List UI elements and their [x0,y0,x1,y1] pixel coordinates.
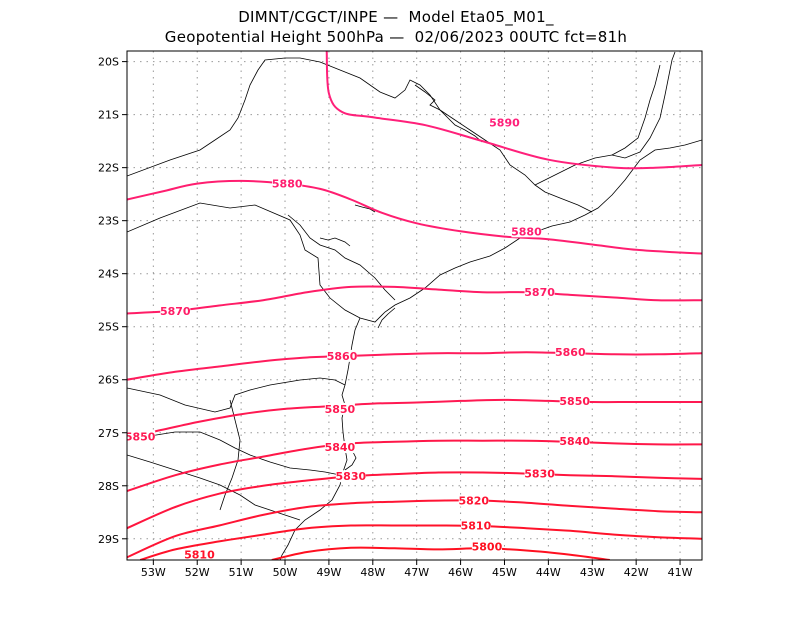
axis-ticks: 53W 52W 51W 50W 49W 48W 47W 46W 45W 44W 43W 42W 41W 2… [98,56,693,579]
plot-frame [126,50,703,561]
y-tick-label: 22S [98,162,119,175]
contour-label-bg [524,467,555,480]
border-rj [534,184,593,213]
x-tick-label: 49W [316,566,341,579]
contour-5860 [127,351,702,381]
contour-label-5850: 5850 [559,395,590,408]
contour-label-5840: 5840 [559,435,590,448]
contour-5800 [271,546,610,560]
lagoon-patos [344,449,357,471]
state-border-pr-sp [287,214,396,301]
state-border-sp-mg [127,51,676,186]
contour-5870 [127,285,702,315]
contour-label-bg [272,177,303,190]
x-tick-label: 43W [580,566,605,579]
contour-5840 [127,439,702,493]
x-tick-label: 46W [448,566,473,579]
y-tick-label: 25S [98,321,119,334]
contour-5820 [127,499,702,559]
contour-label-5850: 5850 [325,403,356,416]
x-tick-label: 53W [141,566,166,579]
contour-label-bg [524,286,555,299]
contour-label-bg [127,430,156,443]
contour-label-5800: 5800 [472,541,503,554]
y-tick-label: 21S [98,109,119,122]
contour-label-5880: 5880 [511,225,542,238]
x-tick-label: 47W [404,566,429,579]
y-tick-label: 27S [98,427,119,440]
y-tick-label: 23S [98,215,119,228]
y-tick-label: 29S [98,533,119,546]
contour-label-5870: 5870 [160,305,191,318]
contour-label-5860: 5860 [555,346,586,359]
x-tick-label: 44W [536,566,561,579]
lat-lon-grid [127,51,702,560]
y-tick-label: 24S [98,268,119,281]
contour-label-5890: 5890 [489,117,520,130]
state-border-pr-sc [127,377,346,413]
contour-label-5820: 5820 [458,495,489,508]
contour-5850 [127,398,702,438]
x-tick-label: 41W [668,566,693,579]
contour-label-5830: 5830 [524,468,555,481]
contour-lines [127,51,702,560]
border-es [611,64,661,156]
x-tick-label: 52W [185,566,210,579]
contour-label-5850: 5850 [125,430,156,443]
contour-label-5860: 5860 [327,350,358,363]
contour-label-bg [458,494,489,507]
map-title-line2: Geopotential Height 500hPa — 02/06/2023 … [164,28,628,46]
x-tick-label: 45W [492,566,517,579]
y-tick-label: 26S [98,374,119,387]
x-tick-label: 42W [624,566,649,579]
contour-label-bg [160,304,191,317]
contour-label-bg [335,470,366,483]
contour-label-bg [489,116,520,129]
contour-label-bg [184,548,215,560]
reservoir-3 [354,204,376,213]
contour-label-bg [555,346,586,359]
contour-label-bg [324,402,355,415]
contour-5810 [139,524,702,560]
x-tick-label: 51W [229,566,254,579]
y-tick-label: 20S [98,56,119,69]
contour-label-bg [471,540,502,553]
contour-label-bg [559,394,590,407]
contour-label-bg [327,349,358,362]
contour-label-bg [511,225,542,238]
contour-5830 [127,471,702,530]
contour-label-bg [460,519,491,532]
reservoir-2 [319,237,351,247]
contour-label-5810: 5810 [184,549,215,562]
reservoir-1 [414,84,483,143]
contour-5890 [325,51,702,170]
state-border-sc-rs [127,431,341,476]
contour-label-5830: 5830 [336,470,367,483]
contour-label-5810: 5810 [461,520,492,533]
contour-label-5840: 5840 [325,441,356,454]
x-tick-label: 48W [360,566,385,579]
contour-5880 [127,179,702,255]
contour-label-5880: 5880 [272,178,303,191]
contour-labels: 5890 5880 5880 5870 5870 5860 5860 5850 5850 5850… [125,116,590,562]
contour-label-5870: 5870 [524,286,555,299]
y-tick-label: 28S [98,480,119,493]
map-title-line1: DIMNT/CGCT/INPE — Model Eta05_M01_ [238,8,554,26]
contour-label-bg [324,441,355,454]
coastline [127,139,702,323]
contour-label-bg [559,435,590,448]
x-tick-label: 50W [273,566,298,579]
lagoon-paranagua [377,307,396,329]
